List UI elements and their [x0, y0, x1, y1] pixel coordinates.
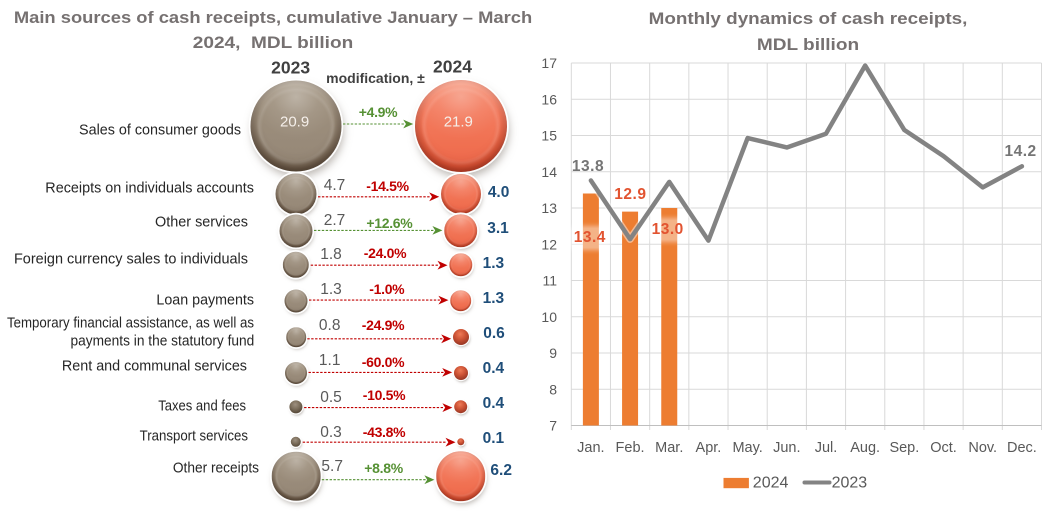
svg-text:17: 17 [541, 55, 557, 71]
svg-text:12: 12 [541, 236, 557, 252]
svg-text:10: 10 [541, 309, 557, 325]
svg-text:Jan.: Jan. [577, 440, 604, 456]
svg-text:Apr.: Apr. [696, 440, 722, 456]
svg-text:8: 8 [549, 381, 557, 397]
svg-text:May.: May. [732, 440, 762, 456]
svg-text:13: 13 [541, 200, 557, 216]
svg-text:Nov.: Nov. [968, 440, 997, 456]
svg-text:Dec.: Dec. [1007, 440, 1037, 456]
svg-text:Feb.: Feb. [616, 440, 645, 456]
svg-text:7: 7 [549, 418, 557, 434]
svg-text:9: 9 [549, 345, 557, 361]
svg-text:Jun.: Jun. [773, 440, 800, 456]
svg-text:2024: 2024 [753, 474, 789, 491]
svg-text:Aug.: Aug. [850, 440, 880, 456]
svg-text:16: 16 [541, 91, 557, 107]
svg-text:15: 15 [541, 128, 557, 144]
svg-text:14: 14 [541, 164, 557, 180]
svg-text:2023: 2023 [832, 474, 868, 491]
svg-text:Oct.: Oct. [930, 440, 957, 456]
svg-text:Mar.: Mar. [655, 440, 683, 456]
svg-text:Sep.: Sep. [889, 440, 919, 456]
svg-text:Jul.: Jul. [815, 440, 838, 456]
svg-text:11: 11 [542, 273, 557, 289]
